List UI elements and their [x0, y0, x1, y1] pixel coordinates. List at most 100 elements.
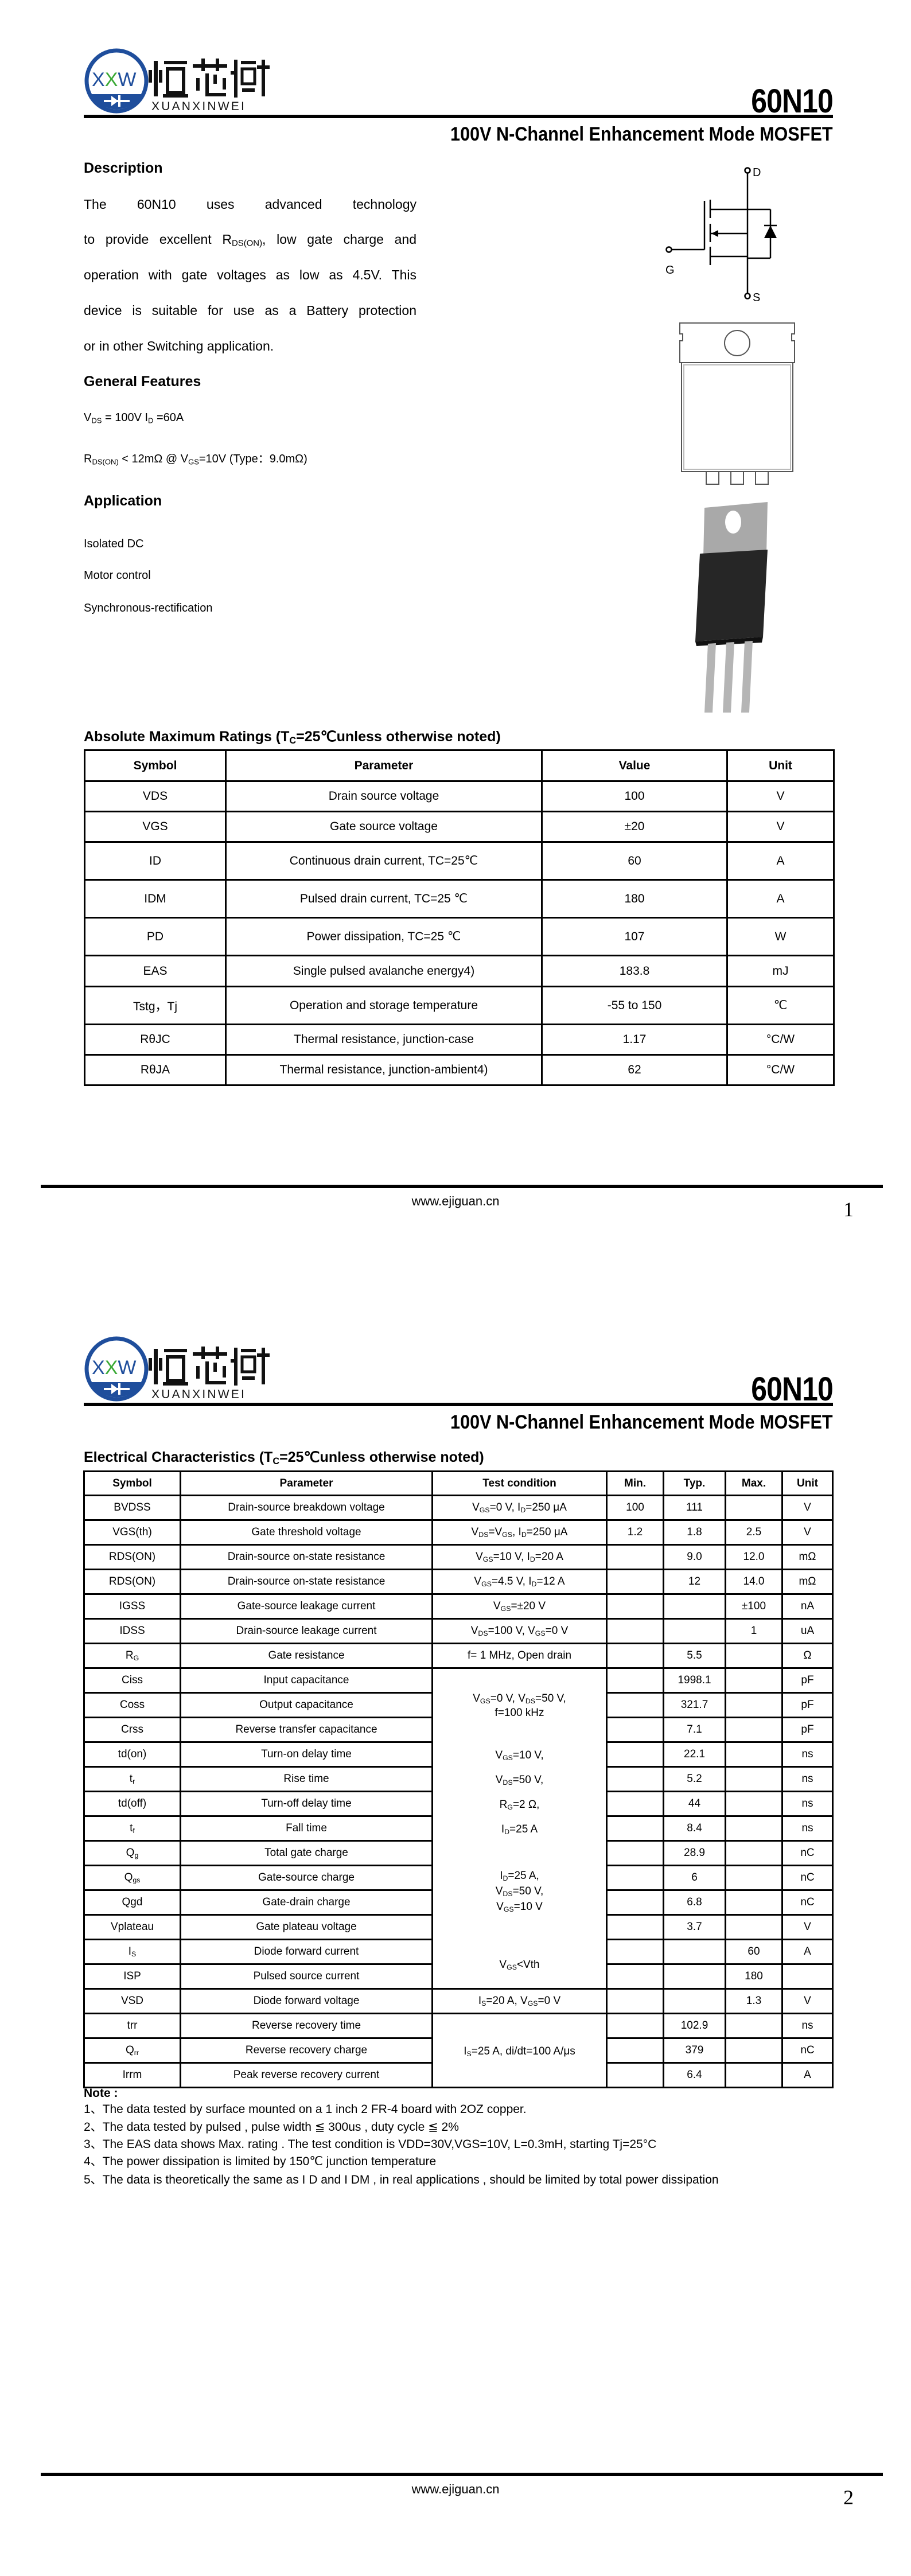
symbol-cell: td(on): [83, 1741, 181, 1768]
logo-wordmark: XUANXINWEI: [151, 1388, 246, 1401]
note-item: 3、The EAS data shows Max. rating . The t…: [84, 2138, 657, 2151]
unit-cell: [781, 1963, 834, 1990]
logo-letters: XXW: [92, 1357, 136, 1379]
parameter-cell: Gate-source leakage current: [180, 1593, 433, 1620]
min-cell: [606, 1717, 664, 1743]
unit-cell: V: [726, 780, 835, 812]
page-number: 1: [843, 1198, 854, 1221]
unit-cell: ℃: [726, 986, 835, 1025]
table-row: IDM Pulsed drain current, TC=25 ℃ 180 A: [84, 879, 835, 919]
test-condition-text: VGS=10 V,: [495, 1749, 544, 1762]
parameter-cell: Drain-source on-state resistance: [180, 1569, 433, 1595]
table-row: RDS(ON) Drain-source on-state resistance V…: [83, 1569, 834, 1595]
application-heading: Application: [84, 493, 162, 509]
typ-cell: 12: [663, 1569, 726, 1595]
column-header: Parameter: [225, 749, 543, 782]
typ-cell: 6: [663, 1865, 726, 1891]
part-number-title: 60N10: [751, 83, 834, 120]
test-condition-cell: VGS=4.5 V, ID=12 A: [431, 1569, 608, 1595]
description-line: operation with gate voltages as low as 4…: [84, 267, 416, 282]
notes-heading: Note :: [84, 2087, 118, 2100]
table-row: RθJC Thermal resistance, junction-case 1.1…: [84, 1024, 835, 1056]
test-condition-text: VGS<Vth: [499, 1959, 540, 1972]
parameter-cell: Gate threshold voltage: [180, 1519, 433, 1546]
table-row: ID Continuous drain current, TC=25℃ 60 A: [84, 841, 835, 881]
table-row: RG Gate resistance f= 1 MHz, Open drain 5.5…: [83, 1643, 834, 1669]
max-cell: [725, 1717, 783, 1743]
typ-cell: 5.2: [663, 1766, 726, 1792]
symbol-cell: RDS(ON): [83, 1569, 181, 1595]
parameter-cell: Operation and storage temperature: [225, 986, 543, 1025]
typ-cell: 1.8: [663, 1519, 726, 1546]
max-cell: [725, 1840, 783, 1866]
table-row: Tstg，Tj Operation and storage temperature…: [84, 986, 835, 1025]
value-cell: ±20: [541, 811, 728, 843]
column-header: Symbol: [83, 1470, 181, 1496]
value-cell: 107: [541, 917, 728, 956]
logo-mark: XXW XUANXINWEI: [84, 48, 270, 114]
table-row: Qrr Reverse recovery charge 379 nC: [83, 2037, 834, 2064]
logo-mark: XXW XUANXINWEI: [84, 1336, 270, 1402]
parameter-cell: Fall time: [180, 1815, 433, 1842]
table-row: RDS(ON) Drain-source on-state resistance V…: [83, 1544, 834, 1570]
parameter-cell: Gate plateau voltage: [180, 1914, 433, 1940]
unit-cell: ns: [781, 1741, 834, 1768]
max-cell: [725, 1815, 783, 1842]
min-cell: [606, 2037, 664, 2064]
test-condition-cell: VGS=10 V, ID=20 A: [431, 1544, 608, 1570]
typ-cell: 6.4: [663, 2062, 726, 2088]
test-condition-cell: IS=20 A, VGS=0 V: [431, 1988, 608, 2014]
typ-cell: 22.1: [663, 1741, 726, 1768]
symbol-cell: Ciss: [83, 1667, 181, 1694]
parameter-cell: Drain-source on-state resistance: [180, 1544, 433, 1570]
column-header: Typ.: [663, 1470, 726, 1496]
column-header: Test condition: [431, 1470, 608, 1496]
column-header: Unit: [726, 749, 835, 782]
source-label: S: [753, 291, 760, 304]
absolute-maximum-ratings-table: Symbol Parameter Value Unit VDS Drain source…: [84, 749, 835, 1086]
table-row: Coss Output capacitance 321.7 pF: [83, 1692, 834, 1718]
min-cell: [606, 1889, 664, 1916]
parameter-cell: Drain-source leakage current: [180, 1618, 433, 1644]
symbol-cell: IS: [83, 1939, 181, 1965]
unit-cell: ns: [781, 1766, 834, 1792]
unit-cell: mΩ: [781, 1544, 834, 1570]
gate-label: G: [665, 264, 675, 277]
max-cell: [725, 1692, 783, 1718]
description-line: to provide excellent RDS(ON), low gate c…: [84, 232, 416, 248]
max-cell: 1.3: [725, 1988, 783, 2014]
typ-cell: 102.9: [663, 2013, 726, 2039]
min-cell: [606, 1988, 664, 2014]
max-cell: [725, 1495, 783, 1521]
unit-cell: A: [781, 2062, 834, 2088]
table-row: EAS Single pulsed avalanche energy4) 183.8…: [84, 955, 835, 987]
value-cell: 180: [541, 879, 728, 919]
parameter-cell: Gate-drain charge: [180, 1889, 433, 1916]
min-cell: [606, 1544, 664, 1570]
unit-cell: pF: [781, 1717, 834, 1743]
logo-letters: XXW: [92, 69, 136, 91]
min-cell: [606, 1865, 664, 1891]
column-header: Parameter: [180, 1470, 433, 1496]
parameter-cell: Thermal resistance, junction-case: [225, 1024, 543, 1056]
symbol-cell: Qg: [83, 1840, 181, 1866]
max-cell: [725, 1889, 783, 1916]
symbol-cell: RθJC: [84, 1024, 227, 1056]
test-condition-cell: f= 1 MHz, Open drain: [431, 1643, 608, 1669]
parameter-cell: Gate source voltage: [225, 811, 543, 843]
symbol-cell: RDS(ON): [83, 1544, 181, 1570]
unit-cell: pF: [781, 1692, 834, 1718]
table-row: Qgd Gate-drain charge 6.8 nC: [83, 1889, 834, 1916]
parameter-cell: Rise time: [180, 1766, 433, 1792]
header-divider: [84, 1403, 833, 1406]
symbol-cell: Tstg，Tj: [84, 986, 227, 1025]
parameter-cell: Reverse transfer capacitance: [180, 1717, 433, 1743]
min-cell: [606, 1914, 664, 1940]
electrical-characteristics-table: Symbol Parameter Test condition Min. Typ. Max…: [83, 1470, 834, 2088]
unit-cell: A: [726, 879, 835, 919]
symbol-cell: IGSS: [83, 1593, 181, 1620]
table-row: BVDSS Drain-source breakdown voltage VGS=0…: [83, 1495, 834, 1521]
table-row: VGS Gate source voltage ±20 V: [84, 811, 835, 843]
table-row: Vplateau Gate plateau voltage 3.7 V: [83, 1914, 834, 1940]
application-item: Isolated DC: [84, 538, 144, 550]
